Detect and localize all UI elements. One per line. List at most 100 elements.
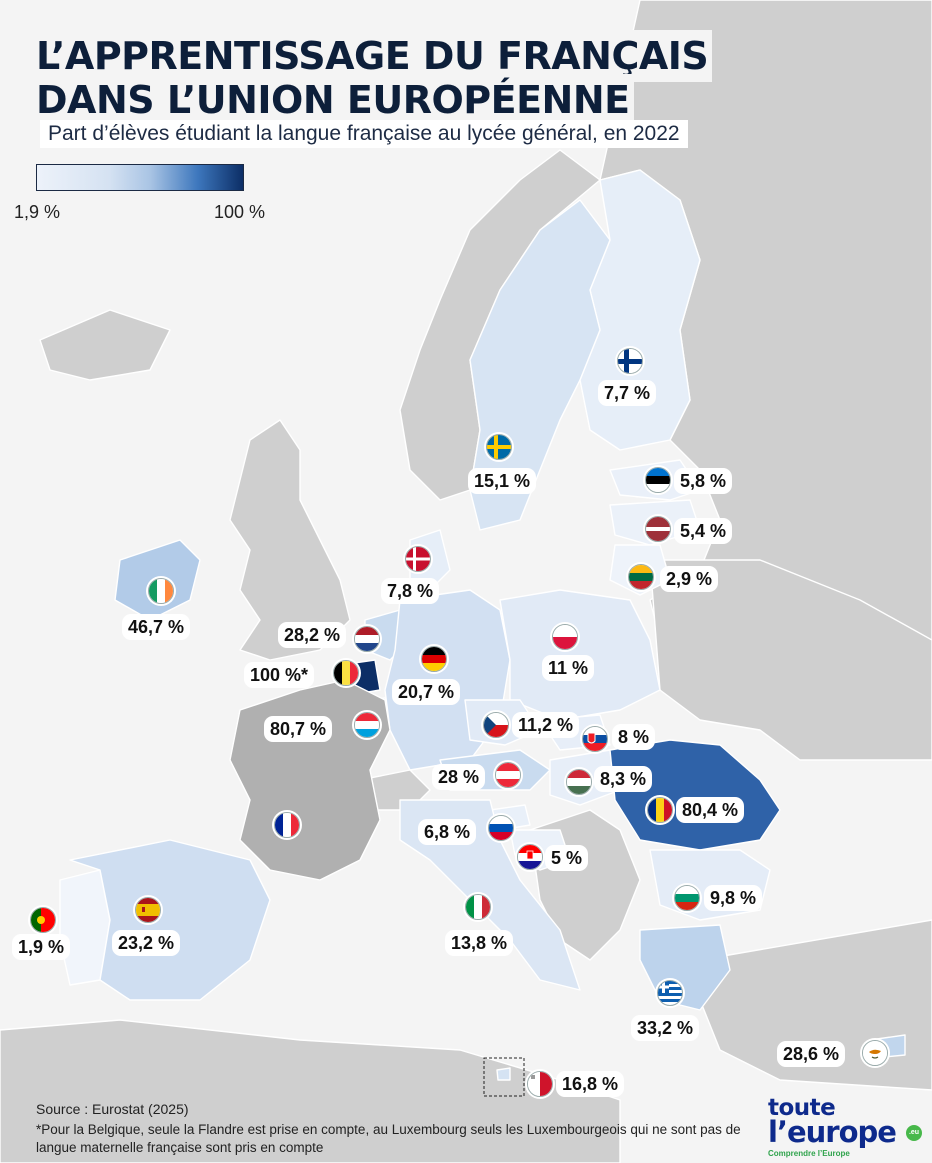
label-cz: 11,2 % <box>512 712 580 738</box>
spain-flag <box>135 897 161 923</box>
label-ro: 80,4 % <box>676 797 745 823</box>
slovenia-flag-graphic <box>489 816 513 840</box>
netherlands-flag-graphic <box>355 627 379 651</box>
germany-flag <box>421 646 447 672</box>
slovakia-flag <box>582 726 608 752</box>
logo-line-2: l’europe <box>768 1115 897 1149</box>
italy-flag-graphic <box>466 895 490 919</box>
austria-flag <box>495 762 521 788</box>
poland-flag <box>552 624 578 650</box>
ireland-flag-graphic <box>149 579 173 603</box>
label-cy: 28,6 % <box>777 1041 846 1067</box>
label-lu: 80,7 % <box>264 716 333 742</box>
czechia-flag <box>483 712 509 738</box>
ireland-flag <box>148 578 174 604</box>
latvia-flag-graphic <box>646 517 670 541</box>
belgium-flag <box>333 660 359 686</box>
label-at: 28 % <box>432 764 486 790</box>
label-pt: 1,9 % <box>12 934 71 960</box>
bulgaria-flag-graphic <box>675 886 699 910</box>
label-pl: 11 % <box>542 655 595 681</box>
label-si: 6,8 % <box>418 819 477 845</box>
land-uk <box>229 419 351 661</box>
hungary-flag-graphic <box>567 770 591 794</box>
label-fi: 7,7 % <box>598 380 657 406</box>
title-line-1: L’APPRENTISSAGE DU FRANÇAIS <box>36 34 709 78</box>
label-it: 13,8 % <box>445 930 514 956</box>
cyprus-flag-graphic <box>863 1041 887 1065</box>
latvia-flag <box>645 516 671 542</box>
label-be: 100 %* <box>244 662 315 688</box>
bulgaria-flag <box>674 885 700 911</box>
label-dk: 7,8 % <box>381 578 440 604</box>
label-sk: 8 % <box>612 724 656 750</box>
cyprus-flag <box>862 1040 888 1066</box>
croatia-flag-graphic <box>518 845 542 869</box>
spain-flag-graphic <box>136 898 160 922</box>
france-flag <box>274 812 300 838</box>
denmark-flag-graphic <box>406 547 430 571</box>
estonia-flag <box>645 467 671 493</box>
footnote: *Pour la Belgique, seule la Flandre est … <box>36 1122 741 1155</box>
logo-tagline: Comprendre l’Europe <box>768 1149 850 1158</box>
legend-gradient <box>36 164 244 191</box>
land-iceland <box>39 309 171 381</box>
netherlands-flag <box>354 626 380 652</box>
finland-flag-graphic <box>618 349 642 373</box>
label-bg: 9,8 % <box>704 885 763 911</box>
label-mt: 16,8 % <box>556 1071 625 1097</box>
map-subtitle: Part d’élèves étudiant la langue françai… <box>40 120 688 148</box>
label-ie: 46,7 % <box>122 614 191 640</box>
source-note: Source : Eurostat (2025) <box>36 1101 189 1117</box>
france-flag-graphic <box>275 813 299 837</box>
slovenia-flag <box>488 815 514 841</box>
lithuania-flag <box>628 564 654 590</box>
malta-flag <box>527 1071 553 1097</box>
logo-line-1: toute <box>768 1095 836 1121</box>
label-es: 23,2 % <box>112 930 181 956</box>
country-mt <box>496 1067 511 1081</box>
land-ukraine-belarus <box>649 559 932 761</box>
portugal-flag-graphic <box>31 908 55 932</box>
luxembourg-flag-graphic <box>355 713 379 737</box>
malta-inset-box <box>483 1057 525 1097</box>
portugal-flag <box>30 907 56 933</box>
label-se: 15,1 % <box>468 468 537 494</box>
hungary-flag <box>566 769 592 795</box>
austria-flag-graphic <box>496 763 520 787</box>
italy-flag <box>465 894 491 920</box>
label-gr: 33,2 % <box>631 1015 700 1041</box>
legend-max-label: 100 % <box>214 202 266 222</box>
label-ee: 5,8 % <box>674 468 733 494</box>
toute-leurope-logo[interactable]: toute l’europe Comprendre l’Europe .eu <box>764 1095 924 1161</box>
estonia-flag-graphic <box>646 468 670 492</box>
sweden-flag <box>486 434 512 460</box>
legend-min-label: 1,9 % <box>14 202 61 222</box>
label-hu: 8,3 % <box>594 766 653 792</box>
label-lt: 2,9 % <box>660 566 719 592</box>
lithuania-flag-graphic <box>629 565 653 589</box>
label-de: 20,7 % <box>392 679 461 705</box>
country-es <box>69 839 271 1001</box>
slovakia-flag-graphic <box>583 727 607 751</box>
malta-flag-graphic <box>528 1072 552 1096</box>
luxembourg-flag <box>354 712 380 738</box>
romania-flag-graphic <box>648 798 672 822</box>
croatia-flag <box>517 844 543 870</box>
poland-flag-graphic <box>553 625 577 649</box>
label-lv: 5,4 % <box>674 518 733 544</box>
greece-flag <box>657 980 683 1006</box>
country-fi <box>579 169 701 451</box>
country-ro <box>609 739 781 851</box>
map-title: L’APPRENTISSAGE DU FRANÇAIS DANS L’UNION… <box>36 34 756 122</box>
sweden-flag-graphic <box>487 435 511 459</box>
romania-flag <box>647 797 673 823</box>
belgium-flag-graphic <box>334 661 358 685</box>
denmark-flag <box>405 546 431 572</box>
title-line-2: DANS L’UNION EUROPÉENNE <box>36 78 630 122</box>
greece-flag-graphic <box>658 981 682 1005</box>
label-hr: 5 % <box>545 845 589 871</box>
logo-eu-badge: .eu <box>906 1125 922 1141</box>
germany-flag-graphic <box>422 647 446 671</box>
